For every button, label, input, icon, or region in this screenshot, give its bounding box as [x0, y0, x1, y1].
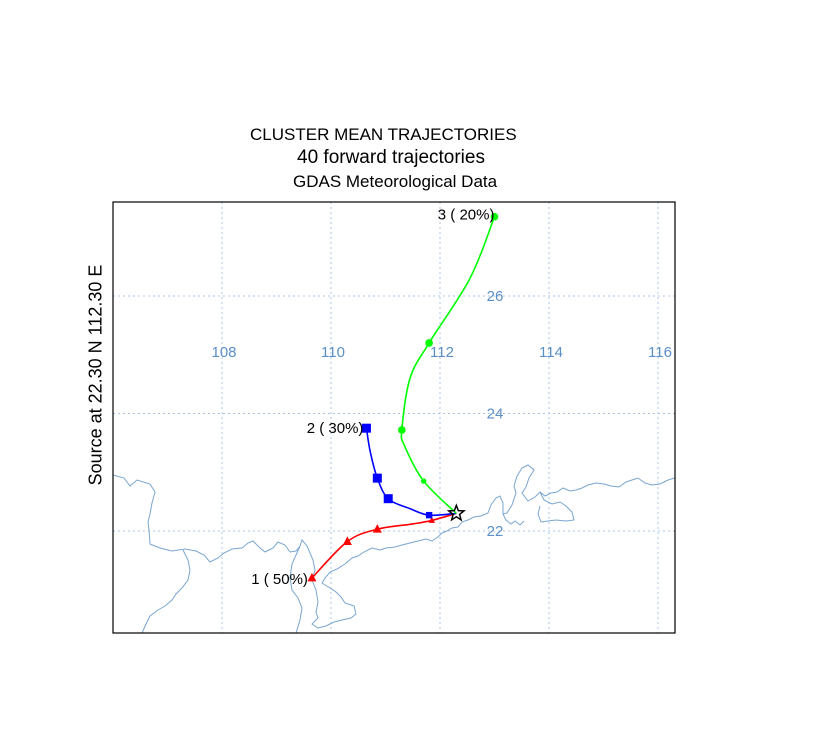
- trajectory-line-2: [365, 428, 457, 517]
- coastline-inlet: [502, 513, 525, 526]
- graticule: [113, 202, 675, 633]
- chart-data-source: GDAS Meteorological Data: [293, 172, 498, 191]
- trajectory-marker-3-3: [398, 426, 406, 434]
- cluster-labels: 1 ( 50%) 2 ( 30%) 3 ( 20%): [251, 207, 494, 588]
- trajectory-line-1: [311, 512, 457, 579]
- coastline-bay: [141, 549, 191, 633]
- source-star-icon: [446, 503, 466, 522]
- trajectories: [307, 212, 499, 582]
- trajectory-line-3: [400, 216, 496, 514]
- coastline-mainland: [113, 464, 675, 629]
- lon-tick-label-116: 116: [648, 344, 672, 361]
- trajectory-marker-2-1: [425, 511, 433, 519]
- trajectory-marker-3-5: [425, 339, 433, 347]
- trajectory-marker-1-1: [428, 516, 436, 523]
- coastline: [113, 464, 675, 633]
- trajectory-marker-2-6: [361, 423, 371, 433]
- coastline-harbour: [537, 491, 575, 523]
- trajectory-marker-2-3: [383, 494, 393, 504]
- chart-title: CLUSTER MEAN TRAJECTORIES: [250, 125, 517, 144]
- lat-tick-label-22: 22: [487, 523, 504, 540]
- cluster-label-1: 1 ( 50%): [251, 571, 308, 588]
- trajectory-marker-3-1: [420, 478, 427, 484]
- lon-tick-label-110: 110: [321, 344, 345, 361]
- lat-tick-label-24: 24: [487, 406, 504, 423]
- lon-tick-label-114: 114: [539, 344, 563, 361]
- map-frame: [112, 201, 676, 634]
- trajectory-marker-2-4: [372, 473, 382, 483]
- cluster-label-3: 3 ( 20%): [438, 207, 495, 224]
- lon-tick-label-108: 108: [211, 344, 236, 361]
- trajectory-marker-1-4: [342, 536, 352, 545]
- trajectory-marker-1-3: [372, 524, 382, 533]
- chart-subtitle: 40 forward trajectories: [297, 147, 485, 168]
- coastline-island-west: [289, 545, 303, 633]
- cluster-label-2: 2 ( 30%): [307, 420, 364, 437]
- trajectory-marker-1-5: [307, 572, 317, 582]
- axis-tick-labels: 108 110 112 114 116 22 24 26: [211, 288, 671, 540]
- trajectory-marker-3-7: [490, 212, 499, 221]
- lat-tick-label-26: 26: [487, 288, 504, 305]
- lon-tick-label-112: 112: [430, 344, 454, 361]
